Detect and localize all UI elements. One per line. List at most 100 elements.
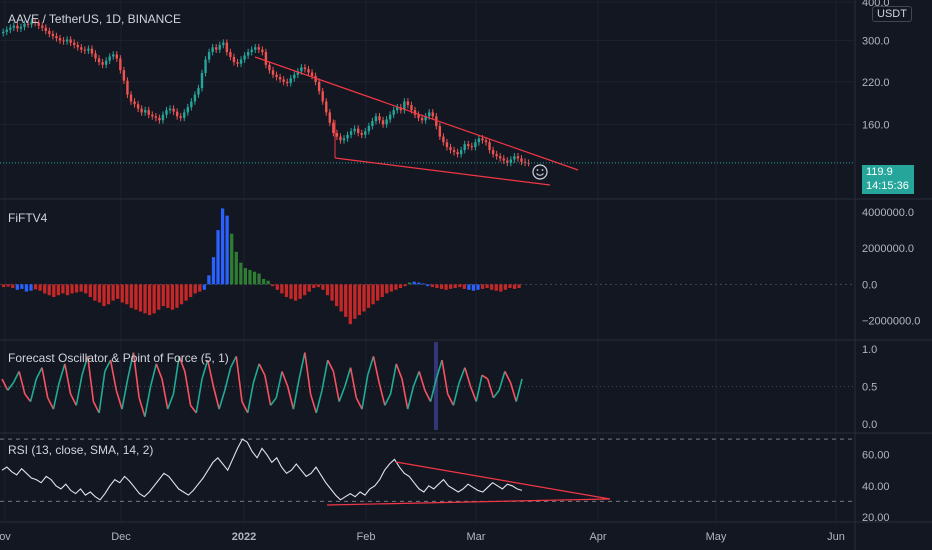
candle [282,79,285,82]
fiftv4-bar [239,262,243,285]
oscillator-segment [281,371,289,387]
fiftv4-bar [312,284,316,288]
oscillator-segment [178,356,186,372]
fiftv4-bar [70,284,74,294]
rsi-tick-label-1: 40.00 [862,481,890,493]
fiftv4-tick-label-3: −2000000.0 [862,316,920,328]
candle [357,128,360,133]
candle [261,49,264,53]
oscillator-segment [52,382,60,410]
fiftv4-bar [52,284,56,298]
fiftv4-bar [407,282,412,285]
candle [374,116,378,122]
candle [449,147,452,151]
candle [303,67,307,70]
countdown-badge: 14:15:36 [862,179,914,194]
time-tick-label-5: Apr [589,531,606,543]
oscillator-segment [115,390,123,410]
candle [204,59,207,74]
candle [431,112,434,117]
oscillator-segment [412,371,420,387]
candle [470,146,473,148]
price-tick-label-2: 220.0 [862,77,890,89]
fiftv4-bar [334,284,339,307]
candle [104,60,108,65]
oscillator-segment [246,382,255,414]
candle [477,138,481,143]
oscillator-segment [69,393,77,406]
candle [325,101,328,113]
candle [243,55,246,60]
oscillator-segment [378,382,386,406]
candle [257,47,260,50]
fiftv4-bar [275,284,279,290]
oscillator-segment [109,359,118,391]
candle [424,116,427,121]
candle [293,74,296,79]
candle [467,144,470,147]
fiftv4-title[interactable]: FiFTV4 [8,211,48,225]
candle [502,158,505,161]
candle [342,138,346,141]
candle [367,126,371,132]
fiftv4-bar [11,284,15,288]
oscillator-segment [344,367,352,387]
oscillator-segment [92,401,100,414]
rsi-title[interactable]: RSI (13, close, SMA, 14, 2) [8,443,154,457]
oscillator-segment [361,375,369,410]
candle [474,142,477,148]
candle [438,126,442,137]
candle [456,152,459,155]
candle [445,142,449,148]
oscillator-segment [469,386,478,402]
fiftv4-bar [458,284,462,288]
currency-button[interactable]: USDT [872,6,912,22]
oscillator-segment [315,390,323,414]
oscillator-segment [132,352,140,398]
oscillator-segment [464,367,472,387]
fiftv4-bar [252,271,257,285]
candle [136,104,140,109]
fiftv4-bar [380,284,384,298]
candle [371,121,374,127]
candle [122,70,126,81]
fiftv4-bar [462,284,466,289]
oscillator-segment [389,363,398,395]
fiftv4-bar [257,273,261,285]
oscillator-segment [372,356,380,383]
oscillator-segment [492,389,500,399]
fiftv4-bar [170,284,175,310]
fiftv4-bar [88,284,92,298]
fiftv4-bar [193,284,197,294]
candle [12,25,16,28]
oscillator-segment [195,378,203,414]
oscillator-segment [252,363,260,383]
candle [314,75,317,82]
candle [115,54,118,59]
oscillator-segment [309,393,318,414]
oscillator-segment [29,378,38,402]
candle [44,27,47,31]
oscillator-segment [161,378,169,410]
fiftv4-bar [293,284,298,301]
fiftv4-bar [348,284,352,325]
oscillator-segment [12,371,20,384]
fiftv4-bar [430,284,435,288]
candle [23,23,26,27]
candle [488,142,491,151]
oscillator-segment [292,378,300,410]
fiftv4-bar [234,251,238,285]
candle [158,117,161,121]
rsi-tick-label-0: 60.00 [862,450,890,462]
fiftv4-bar [207,275,211,285]
oscillator-segment [218,390,226,410]
oscillator-segment [486,378,495,399]
candle [406,101,410,105]
candle [190,101,193,108]
candle [48,30,51,34]
time-tick-label-1: Dec [111,531,131,543]
forecast-oscillator-title[interactable]: Forecast Oscillator & Point of Force (5,… [8,351,229,365]
fiftv4-bar [503,284,508,290]
candle [211,47,214,53]
